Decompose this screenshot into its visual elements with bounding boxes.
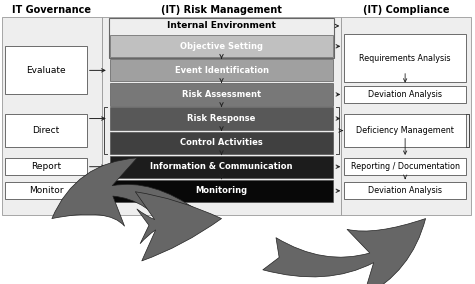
Text: Information & Communication: Information & Communication — [150, 162, 293, 171]
Text: Monitoring: Monitoring — [195, 186, 247, 195]
Bar — [5, 46, 87, 95]
Text: Deviation Analysis: Deviation Analysis — [368, 186, 442, 195]
Bar — [344, 86, 466, 103]
Bar — [110, 107, 333, 130]
Bar — [109, 18, 334, 58]
Bar — [110, 83, 333, 106]
Bar — [5, 182, 87, 199]
Text: Deviation Analysis: Deviation Analysis — [368, 90, 442, 99]
Text: Event Identification: Event Identification — [174, 66, 268, 75]
Text: IT Governance: IT Governance — [12, 5, 91, 15]
Bar — [344, 34, 466, 82]
Text: Direct: Direct — [32, 126, 59, 135]
Text: Reporting / Documentation: Reporting / Documentation — [351, 162, 460, 171]
Bar — [110, 180, 333, 202]
Bar — [110, 131, 333, 154]
Bar — [341, 17, 471, 215]
Bar — [2, 17, 102, 215]
Text: Requirements Analysis: Requirements Analysis — [360, 54, 451, 63]
Bar — [110, 59, 333, 82]
Bar — [344, 158, 466, 175]
Text: Internal Environment: Internal Environment — [167, 21, 276, 30]
Text: Risk Assessment: Risk Assessment — [182, 90, 261, 99]
Text: (IT) Compliance: (IT) Compliance — [363, 5, 449, 15]
Text: Monitor: Monitor — [28, 186, 63, 195]
Bar — [344, 114, 466, 147]
Text: Evaluate: Evaluate — [26, 66, 66, 75]
Bar — [110, 35, 333, 57]
Bar — [344, 182, 466, 199]
Text: Risk Response: Risk Response — [187, 114, 256, 123]
Text: Objective Setting: Objective Setting — [180, 42, 263, 51]
Text: Report: Report — [31, 162, 61, 171]
Text: Deficiency Management: Deficiency Management — [356, 126, 454, 135]
Bar — [110, 156, 333, 178]
Bar — [5, 158, 87, 175]
Bar — [102, 17, 341, 215]
Text: (IT) Risk Management: (IT) Risk Management — [161, 5, 282, 15]
Text: Control Activities: Control Activities — [180, 138, 263, 147]
Bar — [5, 114, 87, 147]
